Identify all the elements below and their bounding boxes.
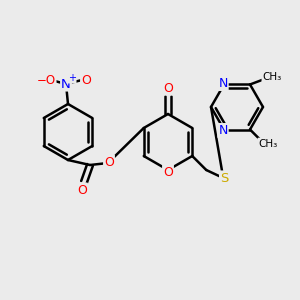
- Text: O: O: [104, 155, 114, 169]
- Text: −O: −O: [36, 74, 56, 86]
- Text: O: O: [77, 184, 87, 196]
- Text: O: O: [163, 166, 173, 178]
- Text: N: N: [61, 77, 71, 91]
- Text: S: S: [220, 172, 228, 184]
- Text: CH₃: CH₃: [258, 139, 278, 148]
- Text: CH₃: CH₃: [262, 73, 282, 82]
- Text: O: O: [163, 82, 173, 94]
- Text: N: N: [218, 124, 228, 137]
- Text: +: +: [68, 73, 76, 83]
- Text: O: O: [81, 74, 91, 86]
- Text: N: N: [218, 77, 228, 90]
